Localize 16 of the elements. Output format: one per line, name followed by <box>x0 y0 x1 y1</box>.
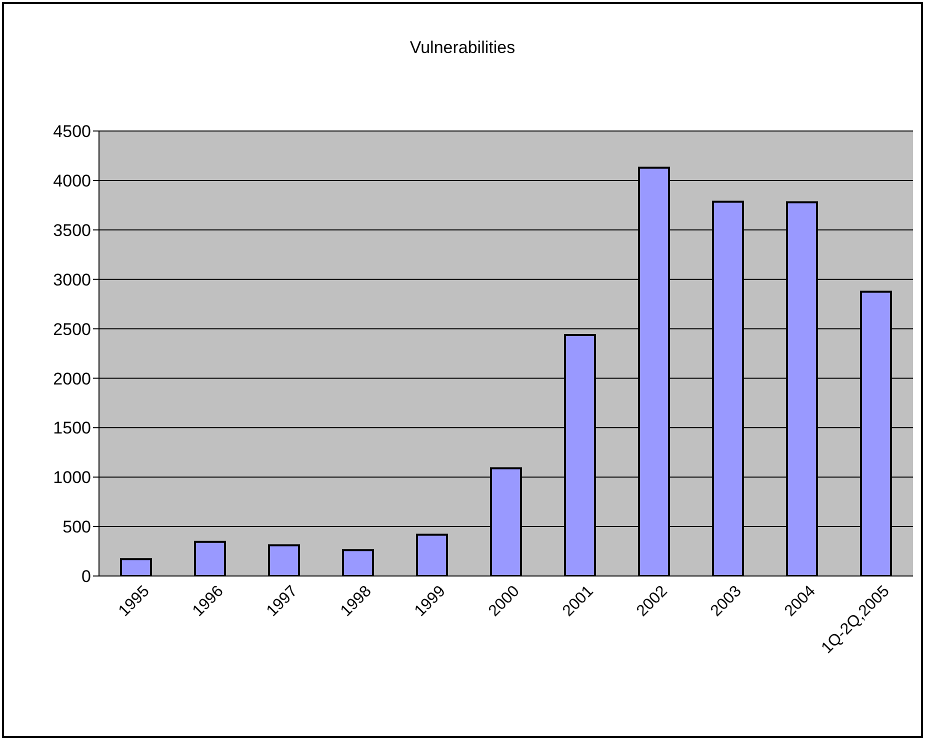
y-tick-label: 4500 <box>53 122 91 142</box>
y-tick-label: 1500 <box>53 418 91 438</box>
y-tick-label: 0 <box>82 567 91 586</box>
y-tick-label: 500 <box>62 518 91 537</box>
y-tick-label: 3000 <box>53 270 91 290</box>
bar <box>194 540 226 576</box>
chart-title: Vulnerabilities <box>408 38 516 58</box>
y-tick-label: 3500 <box>53 220 91 240</box>
y-tick-label: 1000 <box>53 468 91 488</box>
y-tick-label: 2000 <box>53 369 91 388</box>
bar <box>120 558 152 576</box>
y-tick-label: 4000 <box>53 171 91 190</box>
bar <box>268 544 300 576</box>
bar <box>416 534 448 576</box>
y-tick-label: 2500 <box>53 320 91 339</box>
bar <box>342 549 374 576</box>
